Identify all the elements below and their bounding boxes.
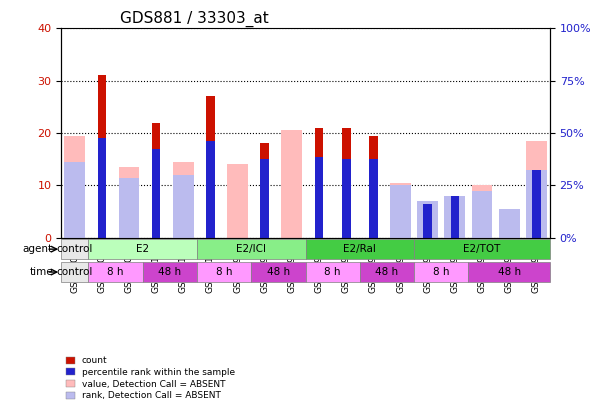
Bar <box>315 128 323 238</box>
Bar <box>342 128 351 238</box>
FancyBboxPatch shape <box>306 239 414 260</box>
Bar <box>64 136 85 238</box>
Bar <box>173 162 194 238</box>
Bar <box>499 209 519 238</box>
Text: time: time <box>29 267 53 277</box>
Text: 48 h: 48 h <box>375 267 398 277</box>
Bar <box>444 201 466 238</box>
Text: control: control <box>56 244 93 254</box>
Text: 8 h: 8 h <box>107 267 123 277</box>
Bar <box>369 159 378 238</box>
Bar <box>342 159 351 238</box>
FancyBboxPatch shape <box>61 239 88 260</box>
Bar <box>315 157 323 238</box>
Bar <box>390 183 411 238</box>
Bar <box>64 162 85 238</box>
Bar <box>526 141 547 238</box>
Text: E2/TOT: E2/TOT <box>463 244 500 254</box>
Text: 48 h: 48 h <box>158 267 181 277</box>
Text: control: control <box>56 267 93 277</box>
FancyBboxPatch shape <box>197 239 306 260</box>
Bar <box>417 201 438 238</box>
FancyBboxPatch shape <box>414 239 550 260</box>
FancyBboxPatch shape <box>360 262 414 282</box>
Bar <box>369 136 378 238</box>
Text: 8 h: 8 h <box>324 267 341 277</box>
Text: 8 h: 8 h <box>433 267 450 277</box>
FancyBboxPatch shape <box>306 262 360 282</box>
Bar <box>98 138 106 238</box>
Text: GDS881 / 33303_at: GDS881 / 33303_at <box>120 11 268 27</box>
Bar <box>532 170 541 238</box>
Bar <box>227 164 248 238</box>
FancyBboxPatch shape <box>414 262 469 282</box>
Bar <box>390 185 411 238</box>
FancyBboxPatch shape <box>88 262 142 282</box>
Bar <box>119 177 139 238</box>
Bar <box>152 149 161 238</box>
Bar <box>499 217 519 238</box>
Bar <box>260 143 269 238</box>
Bar <box>173 175 194 238</box>
Text: E2/ICI: E2/ICI <box>236 244 266 254</box>
Bar <box>450 196 459 238</box>
Bar <box>119 167 139 238</box>
Text: 8 h: 8 h <box>216 267 232 277</box>
Bar <box>152 123 161 238</box>
Text: 48 h: 48 h <box>497 267 521 277</box>
Bar <box>206 141 214 238</box>
FancyBboxPatch shape <box>142 262 197 282</box>
Text: agent: agent <box>23 244 53 254</box>
Text: 48 h: 48 h <box>267 267 290 277</box>
Bar <box>472 191 492 238</box>
FancyBboxPatch shape <box>61 262 88 282</box>
Bar <box>282 130 302 238</box>
FancyBboxPatch shape <box>469 262 550 282</box>
Bar <box>472 185 492 238</box>
Text: E2: E2 <box>136 244 149 254</box>
Text: E2/Ral: E2/Ral <box>343 244 376 254</box>
Bar <box>526 170 547 238</box>
Bar <box>206 96 214 238</box>
FancyBboxPatch shape <box>251 262 306 282</box>
Bar <box>444 196 466 238</box>
FancyBboxPatch shape <box>197 262 251 282</box>
Bar <box>423 204 432 238</box>
Bar <box>260 159 269 238</box>
Bar <box>98 75 106 238</box>
FancyBboxPatch shape <box>88 239 197 260</box>
Legend: count, percentile rank within the sample, value, Detection Call = ABSENT, rank, : count, percentile rank within the sample… <box>65 356 235 401</box>
